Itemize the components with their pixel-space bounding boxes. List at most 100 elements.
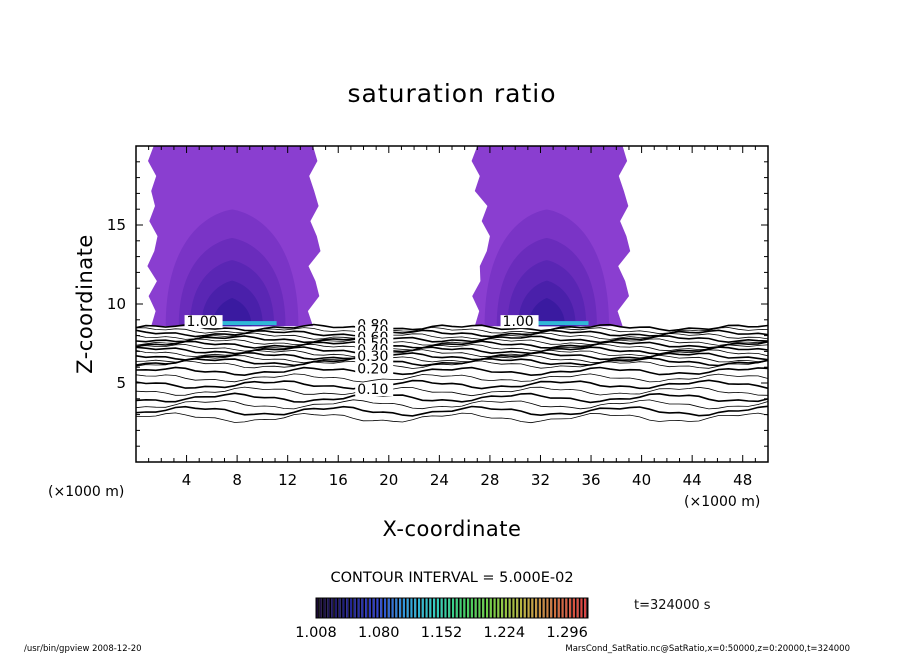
colorbar-segment <box>399 598 402 618</box>
colorbar-segment <box>455 598 458 618</box>
colorbar-segment <box>316 598 319 618</box>
colorbar-separator <box>355 598 358 618</box>
colorbar-segment <box>584 598 587 618</box>
contour-line <box>135 334 769 344</box>
x-tick-label: 8 <box>232 471 242 489</box>
x-tick-label: 20 <box>379 471 398 489</box>
colorbar-segment <box>353 598 356 618</box>
cloud-peak-1 <box>187 321 277 326</box>
contour-line <box>135 399 769 410</box>
colorbar-segment <box>436 598 439 618</box>
colorbar-separator <box>469 598 471 618</box>
colorbar-separator <box>582 598 585 618</box>
colorbar-segment <box>331 598 334 618</box>
colorbar-separator <box>450 598 452 618</box>
contour-label-bg <box>355 349 394 363</box>
colorbar-segment <box>361 598 364 618</box>
colorbar-separator <box>571 598 573 618</box>
colorbar-separator <box>544 598 547 618</box>
colorbar-segment <box>342 598 345 618</box>
colorbar-separator <box>374 598 377 618</box>
contour-line <box>135 343 769 352</box>
colorbar-separator <box>503 598 505 618</box>
contour-line <box>135 412 769 424</box>
contour-line <box>135 360 769 369</box>
colorbar-segment <box>357 598 360 618</box>
colorbar-separator <box>574 598 577 618</box>
colorbar-segment <box>501 598 504 618</box>
contour-line <box>135 357 769 367</box>
x-tick-label: 40 <box>632 471 651 489</box>
colorbar-separator <box>325 598 328 618</box>
colorbar-separator <box>370 598 373 618</box>
x-tick-label: 24 <box>430 471 449 489</box>
colorbar-segment <box>569 598 572 618</box>
colorbar-segment <box>334 598 337 618</box>
colorbar-separator <box>386 598 388 618</box>
colorbar-segment <box>508 598 511 618</box>
colorbar-separator <box>333 598 335 618</box>
y-ticks: 5 10 15 <box>107 161 768 447</box>
colorbar-segment <box>482 598 485 618</box>
colorbar-segment <box>516 598 519 618</box>
colorbar-tick-label: 1.152 <box>421 625 463 641</box>
contour-interval-label: CONTOUR INTERVAL = 5.000E-02 <box>330 570 573 586</box>
colorbar-segment <box>486 598 489 618</box>
colorbar-separator <box>427 598 430 618</box>
colorbar-separator <box>435 598 437 618</box>
colorbar-separator <box>367 598 369 618</box>
contour-labels: 1.001.000.800.700.600.500.400.300.200.10 <box>184 314 539 398</box>
colorbar-segment <box>395 598 398 618</box>
colorbar-segment <box>538 598 541 618</box>
contour-lines <box>135 323 769 424</box>
colorbar-separator <box>537 598 539 618</box>
colorbar-separator <box>382 598 384 618</box>
colorbar-separator <box>586 598 588 618</box>
colorbar-segment <box>372 598 375 618</box>
colorbar-separator <box>404 598 407 618</box>
colorbar-separator <box>363 598 366 618</box>
contour-label: 0.10 <box>357 382 388 398</box>
colorbar-frame <box>315 597 589 619</box>
colorbar-ticks: 1.008 1.080 1.152 1.224 1.296 <box>295 625 588 641</box>
colorbar-segment <box>489 598 492 618</box>
colorbar-separator <box>329 598 332 618</box>
contour-label: 0.20 <box>357 362 388 378</box>
colorbar-separator <box>393 598 396 618</box>
colorbar-separator <box>344 598 347 618</box>
colorbar-separator <box>423 598 426 618</box>
colorbar-segment <box>459 598 462 618</box>
x-axis-label: X-coordinate <box>383 517 522 541</box>
colorbar-separator <box>461 598 464 618</box>
colorbar-segment <box>387 598 390 618</box>
colorbar-separator <box>563 598 566 618</box>
contour-label-bg <box>500 315 539 329</box>
colorbar-segment <box>565 598 568 618</box>
colorbar-separator <box>321 598 324 618</box>
x-tick-label: 36 <box>581 471 600 489</box>
colorbar-segment <box>550 598 553 618</box>
y-tick-label: 10 <box>107 295 126 313</box>
colorbar-segment <box>493 598 496 618</box>
contour-label: 1.00 <box>187 314 218 330</box>
colorbar-segment <box>444 598 447 618</box>
contour-line <box>135 392 769 404</box>
colorbar-separator <box>518 598 520 618</box>
contour-line <box>135 405 769 417</box>
colorbar-segment <box>470 598 473 618</box>
colorbar-segment <box>414 598 417 618</box>
y-axis-label: Z-coordinate <box>73 234 97 374</box>
contour-line <box>135 386 769 397</box>
colorbar-separator <box>510 598 513 618</box>
x-unit-left: (×1000 m) <box>48 484 124 500</box>
contour-line <box>135 351 769 361</box>
colorbar-segment <box>535 598 538 618</box>
contour-label: 0.30 <box>357 349 388 365</box>
x-tick-label: 4 <box>182 471 192 489</box>
x-tick-label: 28 <box>480 471 499 489</box>
colorbar-segment <box>391 598 394 618</box>
colorbar-segment <box>520 598 523 618</box>
colorbar-separator <box>318 598 320 618</box>
colorbar-separator <box>495 598 498 618</box>
